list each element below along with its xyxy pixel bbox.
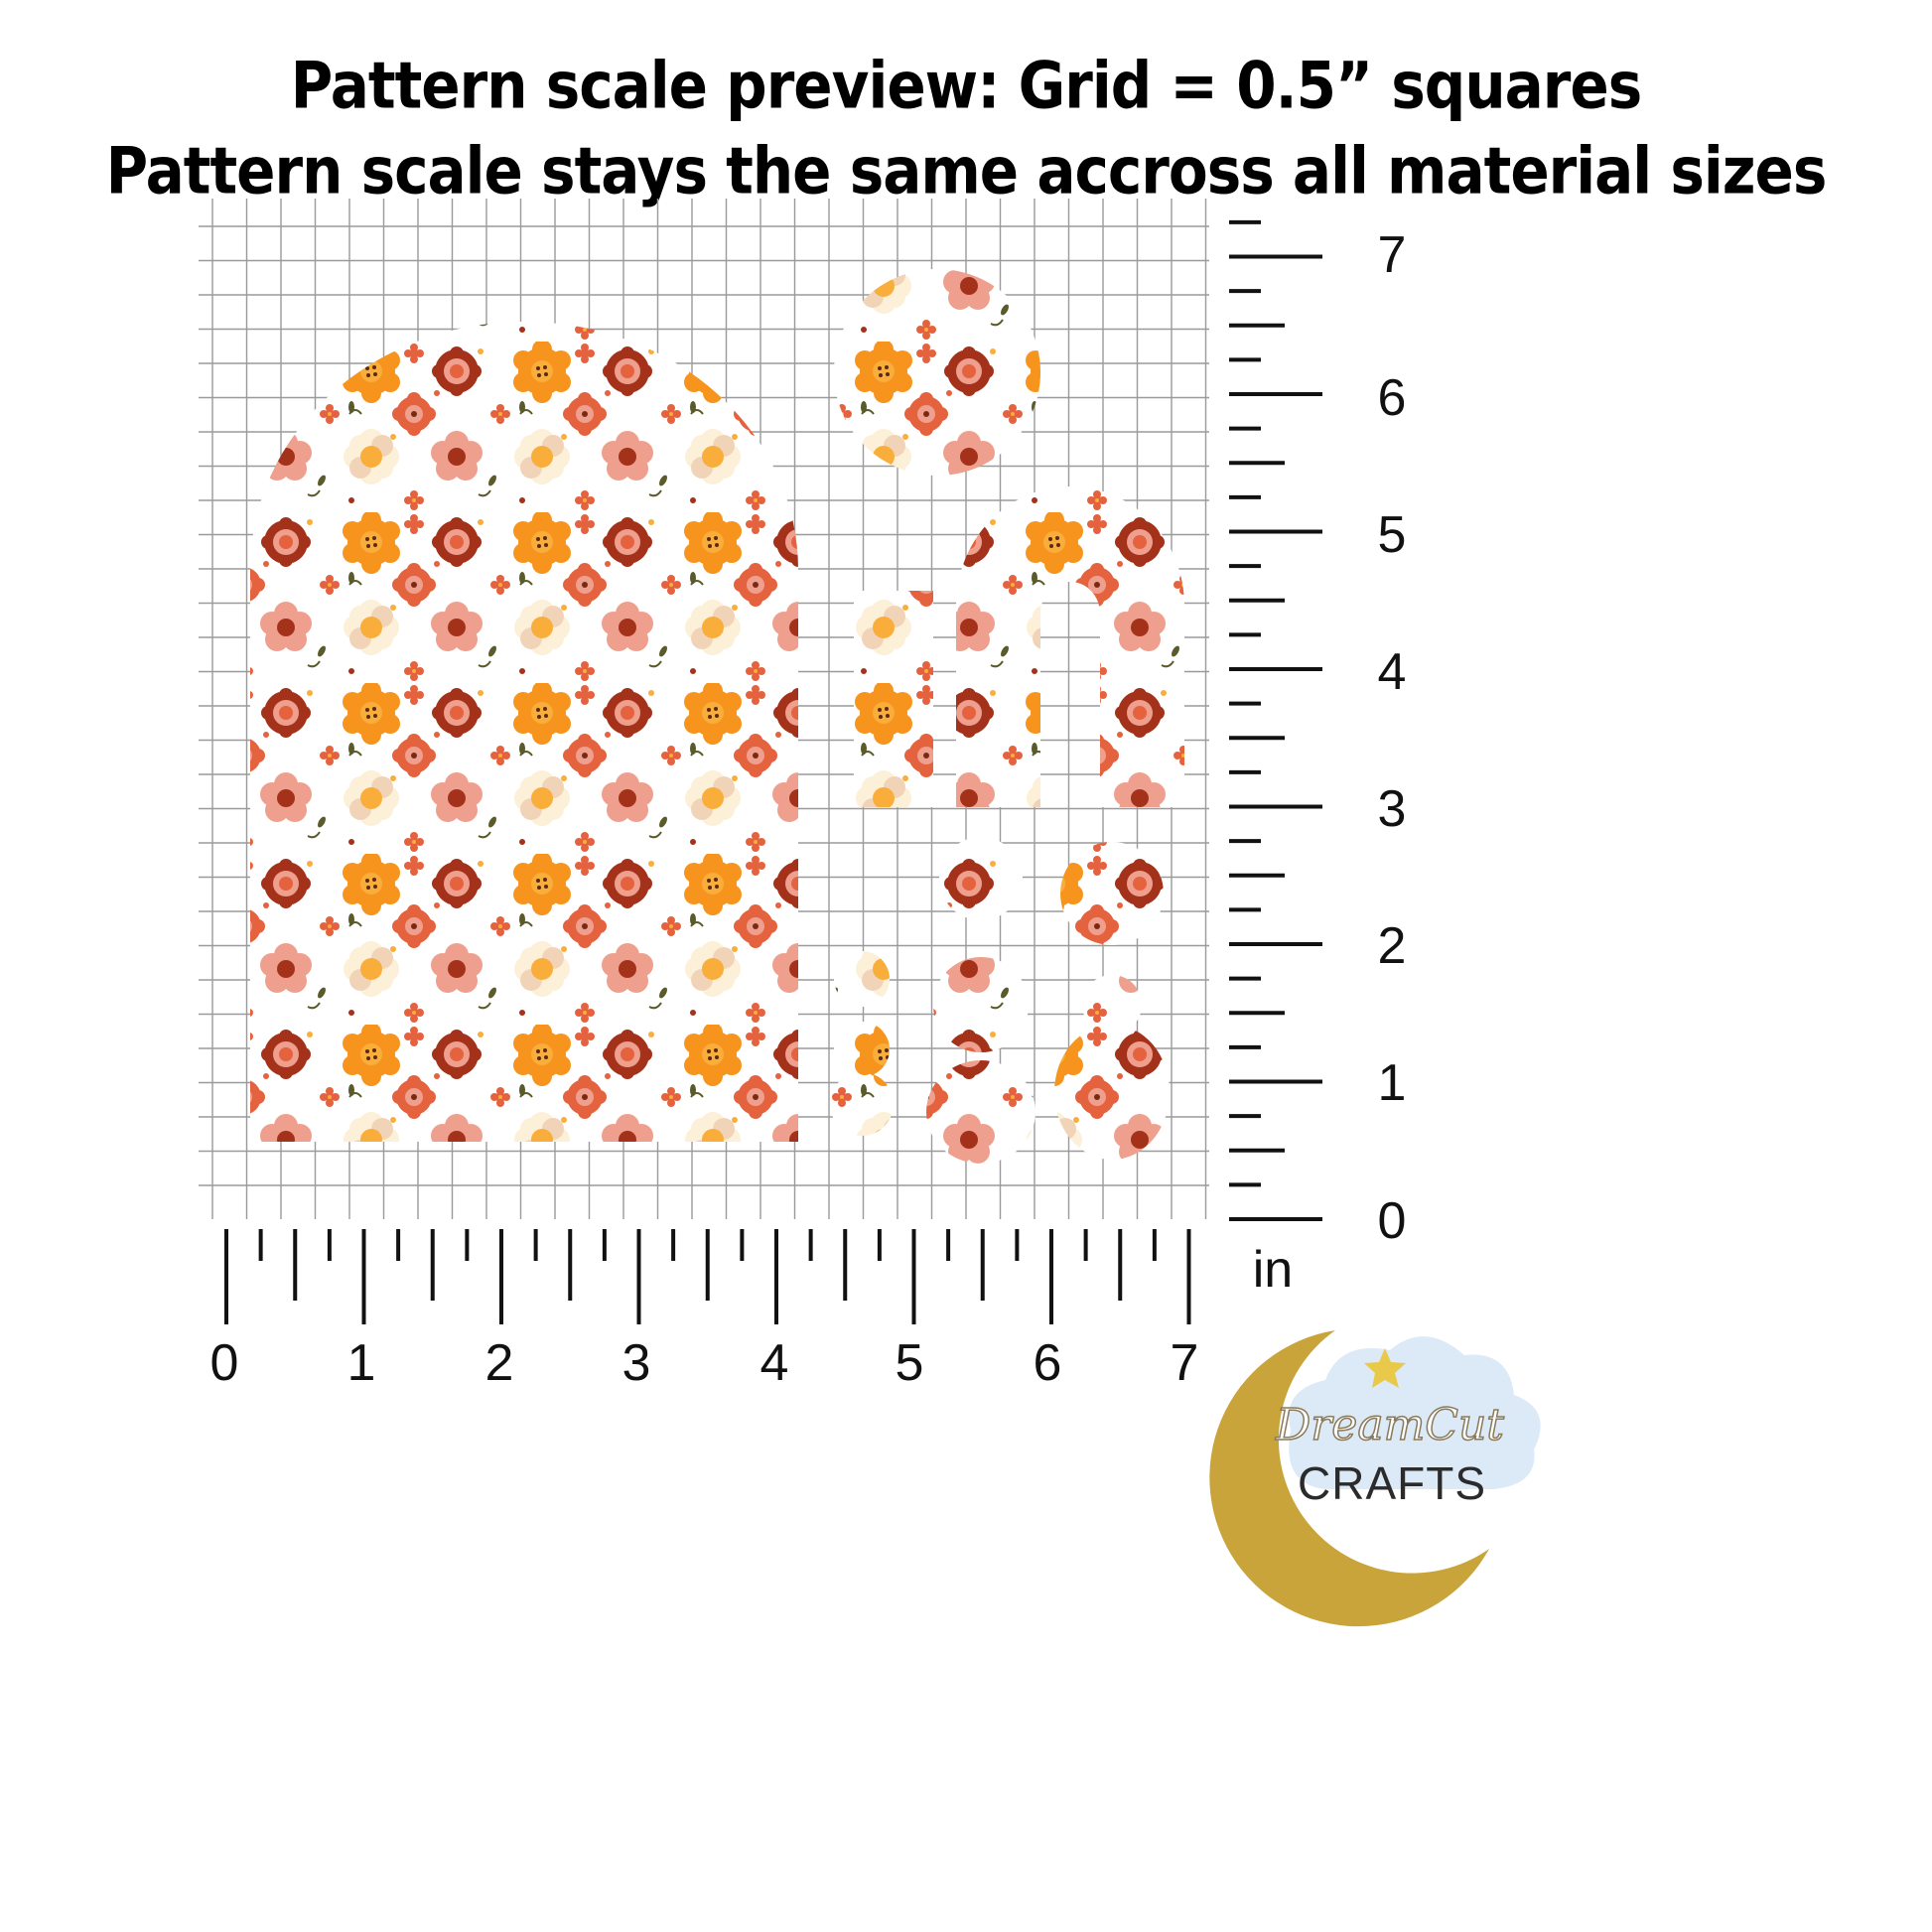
bottom-ruler-labels: 0 1 2 3 4 5 6 7	[210, 1334, 1199, 1392]
arch-frame-shape	[956, 486, 1184, 807]
bottom-label-2: 2	[485, 1334, 514, 1392]
bottom-label-5: 5	[896, 1334, 924, 1392]
small-circle-shape-1	[939, 837, 1023, 920]
oval-shape-1	[926, 1060, 1035, 1164]
page-title-line-2: Pattern scale stays the same accross all…	[105, 132, 1828, 209]
moon-icon	[1209, 1330, 1489, 1627]
right-ruler-labels: 0 1 2 3 4 5 6 7	[1378, 226, 1407, 1250]
bottom-label-7: 7	[1171, 1334, 1199, 1392]
floral-shapes	[250, 269, 1184, 1164]
right-label-3: 3	[1378, 780, 1407, 838]
large-arch-shape	[250, 322, 798, 1142]
right-ruler	[1229, 219, 1322, 1221]
right-label-6: 6	[1378, 369, 1407, 427]
bottom-ruler	[224, 1229, 1191, 1324]
unit-label: in	[1253, 1241, 1293, 1299]
star-icon	[1364, 1348, 1406, 1388]
bottom-label-6: 6	[1034, 1334, 1062, 1392]
right-label-2: 2	[1378, 917, 1407, 975]
small-circle-shape-3	[1060, 842, 1164, 945]
right-label-4: 4	[1378, 643, 1407, 701]
small-circle-shape-4	[1082, 975, 1142, 1035]
large-circle-shape	[834, 269, 1040, 476]
bottom-label-1: 1	[347, 1334, 376, 1392]
right-label-7: 7	[1378, 226, 1407, 284]
dreamcut-crafts-logo: DreamCut CRAFTS	[1209, 1330, 1541, 1627]
tiny-circle-shape-2	[834, 1022, 890, 1077]
logo-text-crafts: CRAFTS	[1298, 1457, 1486, 1509]
tiny-circle-shape-3	[830, 1072, 894, 1136]
right-label-1: 1	[1378, 1054, 1407, 1112]
cloud-icon	[1289, 1336, 1541, 1489]
bottom-label-3: 3	[622, 1334, 651, 1392]
bottom-label-0: 0	[210, 1334, 239, 1392]
small-circle-shape-2	[933, 957, 1029, 1052]
bottom-label-4: 4	[760, 1334, 789, 1392]
right-label-5: 5	[1378, 506, 1407, 564]
oval-shape-2	[1054, 1025, 1170, 1160]
page-title-line-1: Pattern scale preview: Grid = 0.5” squar…	[290, 47, 1642, 124]
logo-text-dreamcut: DreamCut	[1275, 1400, 1504, 1450]
tiny-circle-shape-1	[834, 951, 890, 1007]
right-label-0: 0	[1378, 1192, 1407, 1250]
small-rect-shape	[854, 591, 933, 807]
